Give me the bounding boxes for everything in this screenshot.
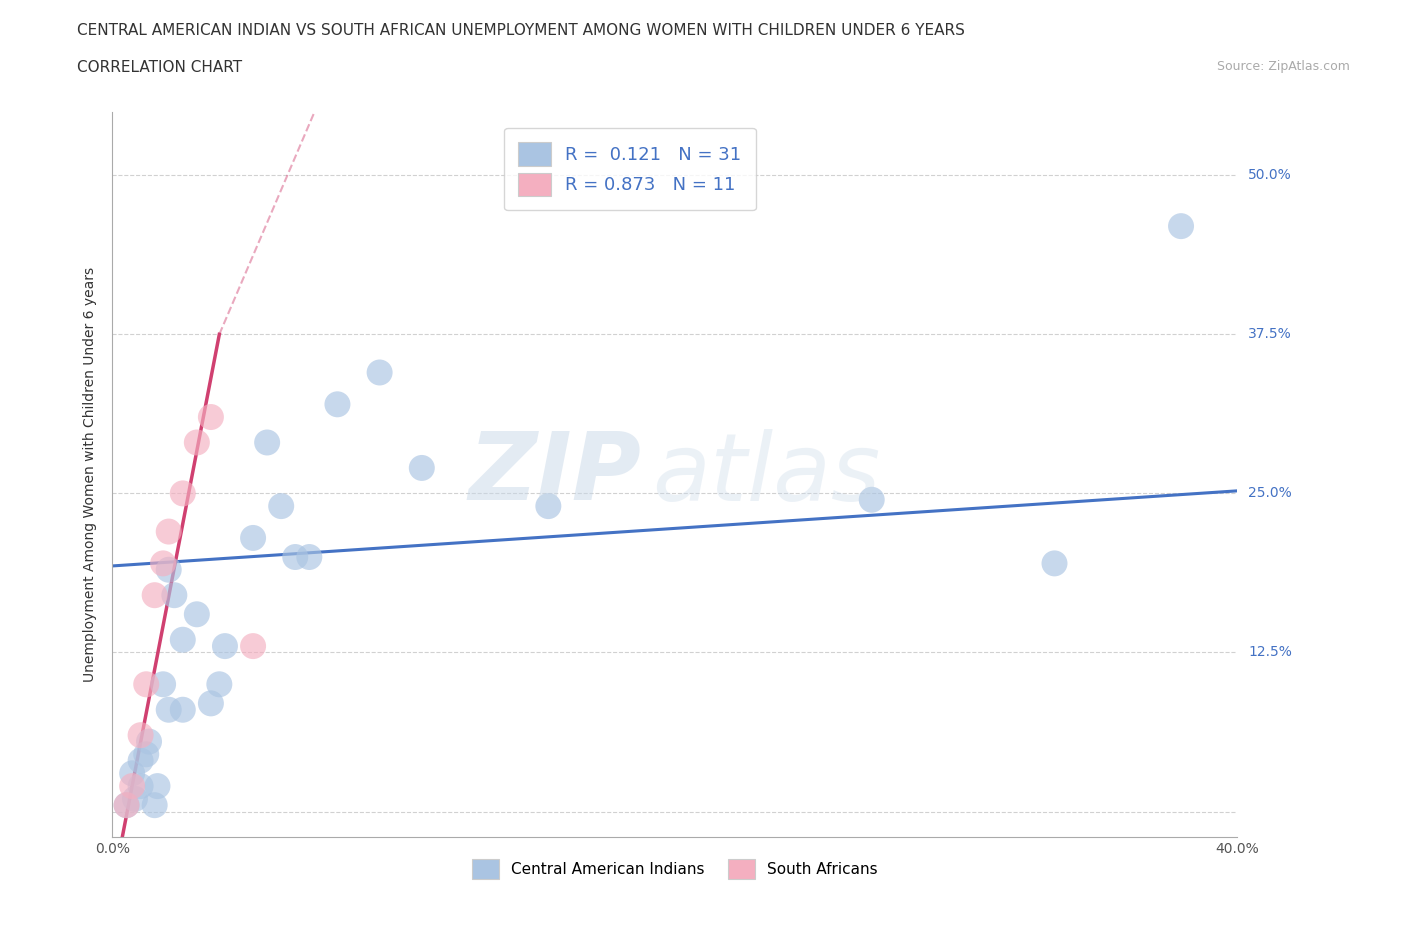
Point xyxy=(537,498,560,513)
Point xyxy=(186,607,208,622)
Point xyxy=(200,696,222,711)
Point xyxy=(124,791,146,806)
Point xyxy=(326,397,349,412)
Point xyxy=(157,525,180,539)
Point xyxy=(284,550,307,565)
Point xyxy=(135,677,157,692)
Point xyxy=(172,486,194,501)
Point xyxy=(152,677,174,692)
Point xyxy=(172,632,194,647)
Point xyxy=(129,728,152,743)
Y-axis label: Unemployment Among Women with Children Under 6 years: Unemployment Among Women with Children U… xyxy=(83,267,97,682)
Point xyxy=(298,550,321,565)
Point xyxy=(146,778,169,793)
Point xyxy=(242,639,264,654)
Point xyxy=(115,798,138,813)
Point xyxy=(143,798,166,813)
Point xyxy=(135,747,157,762)
Point xyxy=(186,435,208,450)
Point xyxy=(270,498,292,513)
Text: Source: ZipAtlas.com: Source: ZipAtlas.com xyxy=(1216,60,1350,73)
Point xyxy=(208,677,231,692)
Point xyxy=(143,588,166,603)
Legend: Central American Indians, South Africans: Central American Indians, South Africans xyxy=(460,847,890,891)
Point xyxy=(1170,219,1192,233)
Point xyxy=(129,753,152,768)
Point xyxy=(242,530,264,545)
Point xyxy=(256,435,278,450)
Point xyxy=(115,798,138,813)
Point xyxy=(152,556,174,571)
Point xyxy=(157,563,180,578)
Point xyxy=(138,734,160,749)
Text: 25.0%: 25.0% xyxy=(1249,486,1292,500)
Point xyxy=(157,702,180,717)
Point xyxy=(214,639,236,654)
Point xyxy=(121,766,143,781)
Point xyxy=(129,778,152,793)
Point xyxy=(1043,556,1066,571)
Text: CORRELATION CHART: CORRELATION CHART xyxy=(77,60,242,75)
Text: ZIP: ZIP xyxy=(468,429,641,520)
Text: 37.5%: 37.5% xyxy=(1249,327,1292,341)
Point xyxy=(121,778,143,793)
Text: atlas: atlas xyxy=(652,429,880,520)
Point xyxy=(163,588,186,603)
Text: 12.5%: 12.5% xyxy=(1249,645,1292,659)
Text: CENTRAL AMERICAN INDIAN VS SOUTH AFRICAN UNEMPLOYMENT AMONG WOMEN WITH CHILDREN : CENTRAL AMERICAN INDIAN VS SOUTH AFRICAN… xyxy=(77,23,965,38)
Point xyxy=(200,409,222,424)
Text: 50.0%: 50.0% xyxy=(1249,168,1292,182)
Point xyxy=(411,460,433,475)
Point xyxy=(172,702,194,717)
Point xyxy=(368,365,391,380)
Point xyxy=(860,492,883,507)
